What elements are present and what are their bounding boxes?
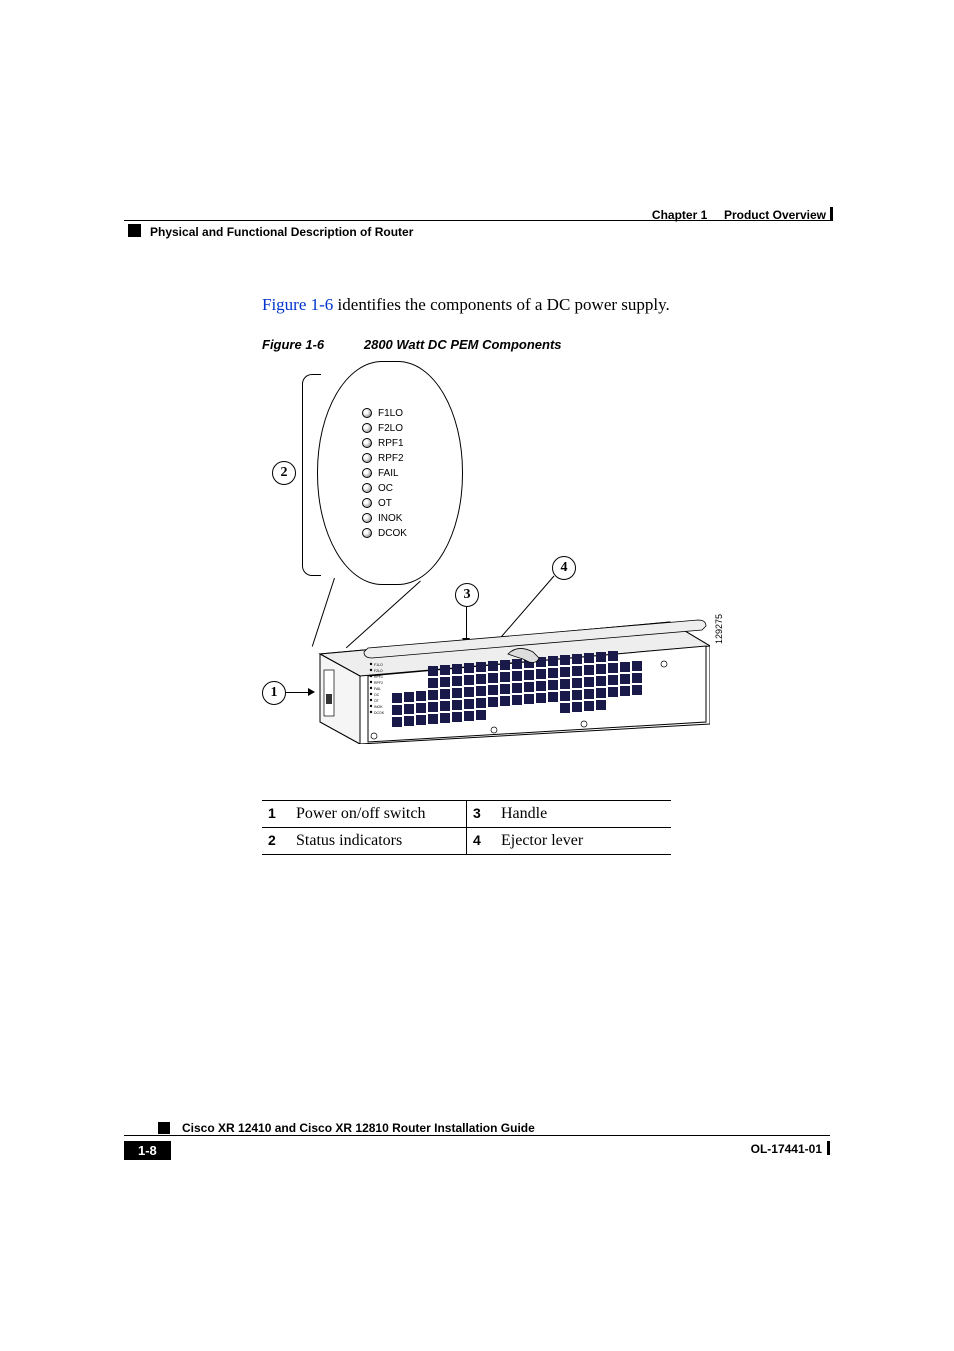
led-row: RPF1: [362, 438, 432, 449]
page-number: 1-8: [124, 1141, 171, 1160]
footer-rule: [124, 1135, 830, 1136]
svg-text:FAIL: FAIL: [374, 687, 381, 691]
leader-line: [286, 692, 310, 693]
led-icon: [362, 483, 372, 493]
pem-diagram: 2 F1LO F2LO RPF1 RPF2 FAIL OC OT INOK DC…: [262, 356, 742, 776]
led-label: INOK: [378, 513, 402, 524]
led-label: OT: [378, 498, 392, 509]
key-number: 4: [467, 828, 496, 855]
led-icon: [362, 528, 372, 538]
footer-right-bar: [827, 1141, 830, 1155]
component-key-table: 1 Power on/off switch 3 Handle 2 Status …: [262, 800, 671, 855]
chapter-title: Product Overview: [724, 208, 826, 222]
svg-text:RPF2: RPF2: [374, 681, 383, 685]
svg-text:F1LO: F1LO: [374, 663, 383, 667]
figure-label: Figure 1-6: [262, 337, 324, 352]
key-text: Power on/off switch: [290, 801, 467, 828]
chapter-number: Chapter 1: [652, 208, 707, 222]
led-label: F1LO: [378, 408, 403, 419]
key-number: 2: [262, 828, 290, 855]
callout-marker-4: 4: [552, 556, 576, 580]
status-indicator-callout: F1LO F2LO RPF1 RPF2 FAIL OC OT INOK DCOK: [317, 361, 463, 585]
led-icon: [362, 468, 372, 478]
svg-text:INOK: INOK: [374, 705, 383, 709]
led-label: FAIL: [378, 468, 399, 479]
intro-text: Figure 1-6 identifies the components of …: [262, 295, 670, 315]
header-chapter: Chapter 1 Product Overview: [652, 208, 826, 222]
led-row: OC: [362, 483, 432, 494]
led-icon: [362, 423, 372, 433]
led-label: RPF2: [378, 453, 404, 464]
led-row: INOK: [362, 513, 432, 524]
key-text: Ejector lever: [495, 828, 671, 855]
led-row: F1LO: [362, 408, 432, 419]
pem-unit: F1LO F2LO RPF1 RPF2 FAIL OC OT INOK DCOK: [310, 614, 710, 744]
key-number: 1: [262, 801, 290, 828]
intro-rest: identifies the components of a DC power …: [333, 295, 669, 314]
callout-marker-3: 3: [455, 583, 479, 607]
led-row: FAIL: [362, 468, 432, 479]
header-left-square: [128, 224, 141, 237]
led-row: OT: [362, 498, 432, 509]
key-number: 3: [467, 801, 496, 828]
figure-link[interactable]: Figure 1-6: [262, 295, 333, 314]
led-icon: [362, 498, 372, 508]
callout-marker-1: 1: [262, 681, 286, 705]
figure-caption: Figure 1-6 2800 Watt DC PEM Components: [262, 337, 562, 352]
led-icon: [362, 408, 372, 418]
led-row: DCOK: [362, 528, 432, 539]
footer-guide-title: Cisco XR 12410 and Cisco XR 12810 Router…: [182, 1121, 535, 1135]
table-row: 2 Status indicators 4 Ejector lever: [262, 828, 671, 855]
led-row: RPF2: [362, 453, 432, 464]
figure-id: 129275: [714, 614, 724, 644]
led-label: DCOK: [378, 528, 407, 539]
svg-text:F2LO: F2LO: [374, 669, 383, 673]
led-icon: [362, 453, 372, 463]
svg-text:OT: OT: [374, 699, 380, 703]
callout-marker-2: 2: [272, 461, 296, 485]
led-label: RPF1: [378, 438, 404, 449]
led-icon: [362, 513, 372, 523]
footer-square-icon: [158, 1122, 170, 1134]
key-text: Handle: [495, 801, 671, 828]
led-icon: [362, 438, 372, 448]
svg-text:DCOK: DCOK: [374, 711, 385, 715]
table-row: 1 Power on/off switch 3 Handle: [262, 801, 671, 828]
figure-title: 2800 Watt DC PEM Components: [364, 337, 562, 352]
header-section: Physical and Functional Description of R…: [150, 225, 413, 239]
led-row: F2LO: [362, 423, 432, 434]
header-right-bar: [830, 207, 833, 221]
led-label: F2LO: [378, 423, 403, 434]
led-label: OC: [378, 483, 393, 494]
svg-text:OC: OC: [374, 693, 380, 697]
svg-text:RPF1: RPF1: [374, 675, 383, 679]
key-text: Status indicators: [290, 828, 467, 855]
footer-doc-id: OL-17441-01: [751, 1142, 822, 1156]
